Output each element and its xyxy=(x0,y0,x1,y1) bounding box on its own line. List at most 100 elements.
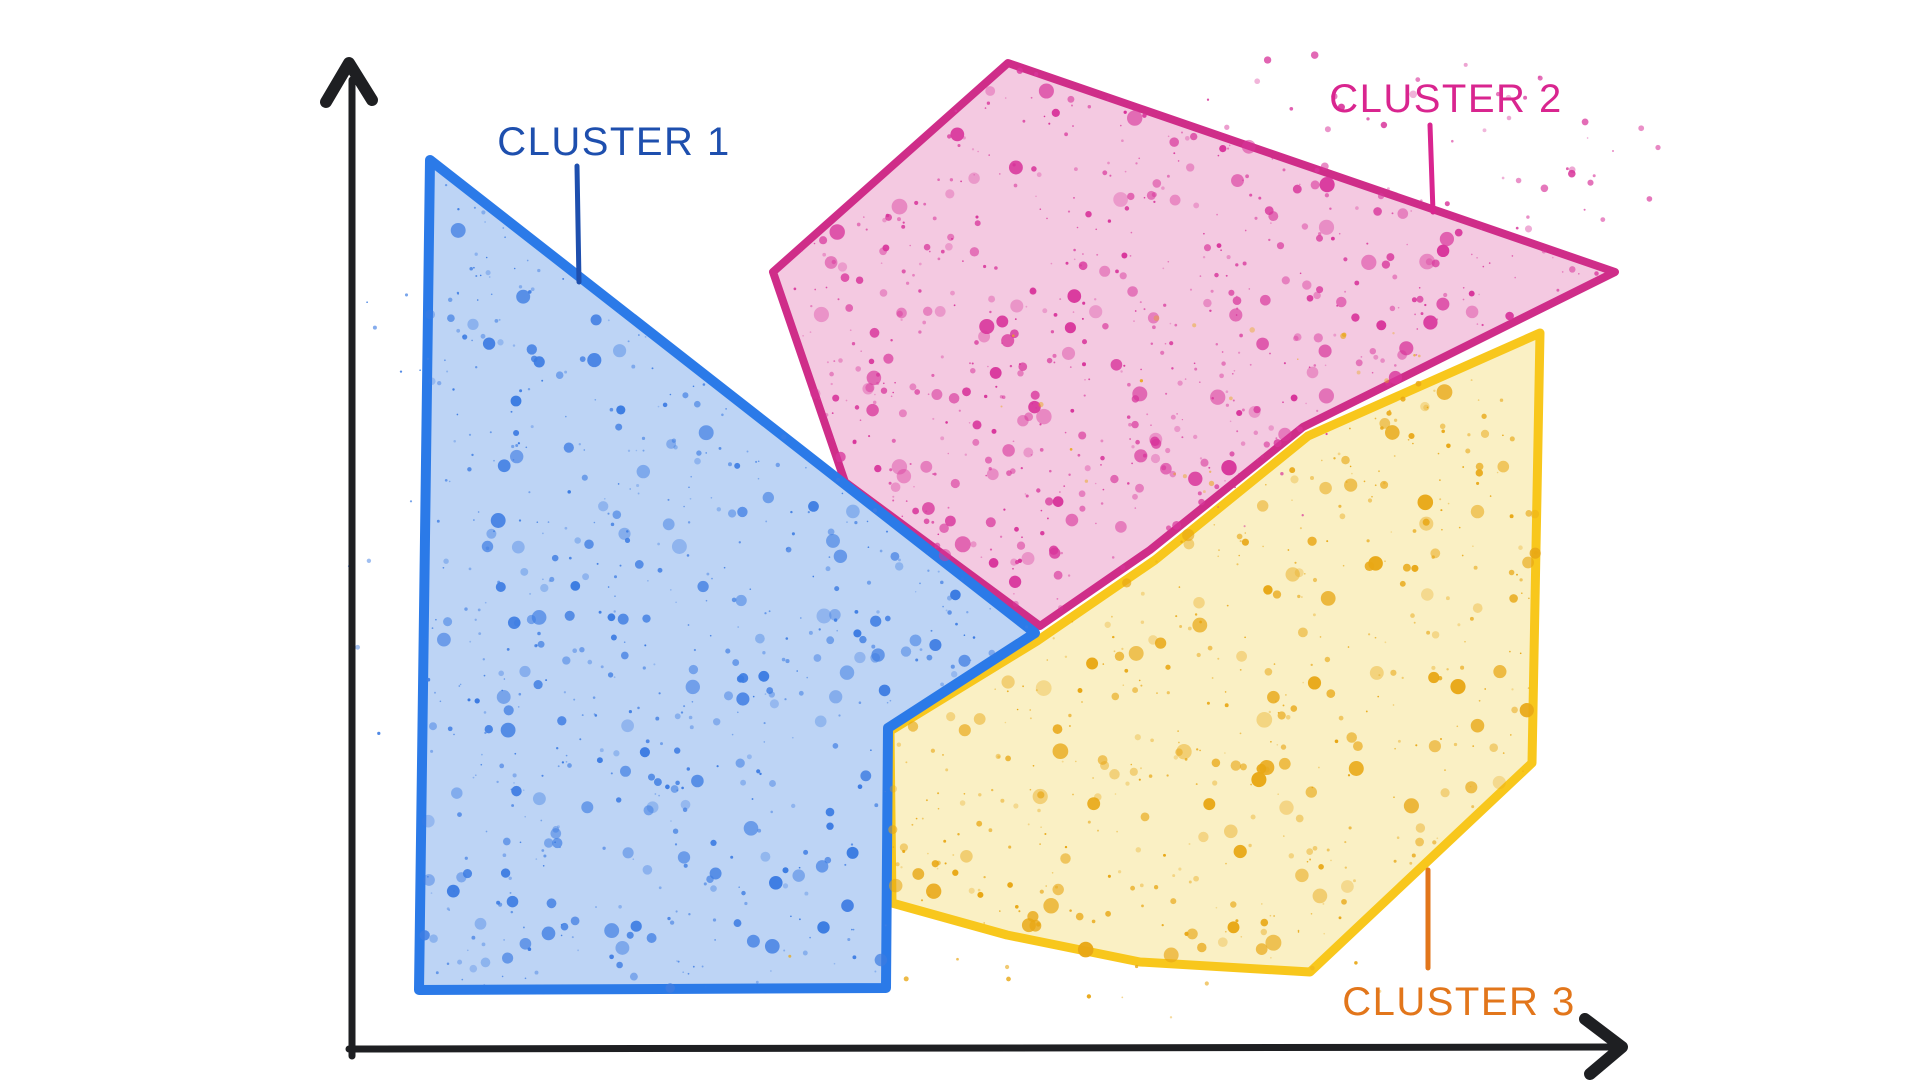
splatter-dot xyxy=(1087,797,1101,811)
splatter-dot xyxy=(871,648,885,662)
splatter-dot xyxy=(1086,657,1099,670)
splatter-dot xyxy=(1142,453,1147,458)
splatter-dot xyxy=(549,576,555,582)
splatter-dot xyxy=(431,627,434,629)
splatter-dot xyxy=(915,658,919,662)
splatter-dot xyxy=(1297,627,1308,638)
splatter-dot xyxy=(931,389,943,400)
splatter-dot xyxy=(1436,244,1450,258)
splatter-dot xyxy=(1111,692,1120,701)
splatter-dot xyxy=(1319,636,1322,638)
splatter-dot xyxy=(806,676,809,679)
splatter-dot xyxy=(1030,454,1033,456)
splatter-dot xyxy=(511,804,515,807)
splatter-dot xyxy=(1079,264,1082,267)
splatter-dot xyxy=(458,685,461,687)
splatter-dot xyxy=(518,692,522,696)
splatter-dot xyxy=(1462,298,1465,301)
splatter-dot xyxy=(1291,499,1293,502)
splatter-dot xyxy=(985,86,996,96)
splatter-dot xyxy=(1396,836,1400,840)
splatter-dot xyxy=(461,978,464,981)
splatter-dot xyxy=(885,213,893,221)
splatter-dot xyxy=(682,392,689,399)
splatter-dot xyxy=(1318,219,1335,235)
splatter-dot xyxy=(636,483,640,488)
splatter-dot xyxy=(996,315,1009,328)
splatter-dot xyxy=(675,780,680,786)
splatter-dot xyxy=(1078,490,1086,498)
splatter-dot xyxy=(1480,429,1490,439)
splatter-dot xyxy=(1129,255,1132,257)
cluster-1-label: CLUSTER 1 xyxy=(497,120,731,164)
splatter-dot xyxy=(641,436,646,441)
splatter-dot xyxy=(1094,482,1097,485)
splatter-dot xyxy=(814,288,817,291)
splatter-dot xyxy=(1318,344,1332,358)
splatter-dot xyxy=(1592,174,1596,178)
splatter-dot xyxy=(892,391,895,394)
splatter-dot xyxy=(851,342,856,346)
splatter-dot xyxy=(1060,551,1064,555)
splatter-dot xyxy=(1432,840,1437,845)
splatter-dot xyxy=(1122,684,1125,686)
splatter-dot xyxy=(1010,468,1016,474)
splatter-dot xyxy=(1010,299,1024,313)
splatter-dot xyxy=(937,257,941,261)
splatter-dot xyxy=(901,269,906,274)
splatter-dot xyxy=(940,249,945,254)
splatter-dot xyxy=(838,714,841,717)
splatter-dot xyxy=(502,952,514,964)
splatter-dot xyxy=(751,798,754,800)
splatter-dot xyxy=(890,395,893,398)
splatter-dot xyxy=(1039,843,1041,845)
splatter-dot xyxy=(760,851,771,862)
splatter-dot xyxy=(1188,880,1192,884)
splatter-dot xyxy=(833,360,836,363)
splatter-dot xyxy=(1282,168,1286,172)
splatter-dot xyxy=(1069,366,1072,368)
splatter-dot xyxy=(1174,425,1181,433)
splatter-dot xyxy=(909,244,912,247)
splatter-dot xyxy=(651,367,654,370)
splatter-dot xyxy=(978,793,982,797)
splatter-dot xyxy=(1306,294,1314,302)
splatter-dot xyxy=(813,306,829,323)
splatter-dot xyxy=(697,580,709,593)
splatter-dot xyxy=(986,101,991,105)
splatter-dot xyxy=(372,325,377,330)
splatter-dot xyxy=(1146,190,1156,200)
splatter-dot xyxy=(829,609,841,621)
splatter-dot xyxy=(439,700,442,703)
splatter-dot xyxy=(775,462,780,468)
splatter-dot xyxy=(624,537,631,544)
splatter-dot xyxy=(1354,961,1358,965)
splatter-dot xyxy=(520,567,529,576)
splatter-dot xyxy=(1162,267,1165,270)
splatter-dot xyxy=(1258,196,1262,200)
splatter-dot xyxy=(457,293,459,295)
splatter-dot xyxy=(612,510,622,519)
splatter-dot xyxy=(579,738,582,741)
splatter-dot xyxy=(570,916,580,926)
splatter-dot xyxy=(409,500,413,503)
splatter-dot xyxy=(1132,386,1148,402)
splatter-dot xyxy=(1568,169,1576,178)
splatter-dot xyxy=(1181,418,1184,421)
splatter-dot xyxy=(1289,106,1294,111)
splatter-dot xyxy=(1150,453,1161,464)
splatter-dot xyxy=(657,542,660,546)
splatter-dot xyxy=(1127,482,1130,485)
splatter-dot xyxy=(738,541,741,544)
splatter-dot xyxy=(1008,160,1023,175)
splatter-dot xyxy=(1348,826,1352,830)
splatter-dot xyxy=(1052,883,1064,896)
splatter-dot xyxy=(510,788,513,791)
splatter-dot xyxy=(1443,292,1448,298)
splatter-dot xyxy=(484,731,487,735)
splatter-dot xyxy=(1330,236,1335,241)
splatter-dot xyxy=(1073,167,1078,172)
splatter-dot xyxy=(847,937,851,942)
splatter-dot xyxy=(1326,689,1336,698)
splatter-dot xyxy=(1018,910,1021,913)
